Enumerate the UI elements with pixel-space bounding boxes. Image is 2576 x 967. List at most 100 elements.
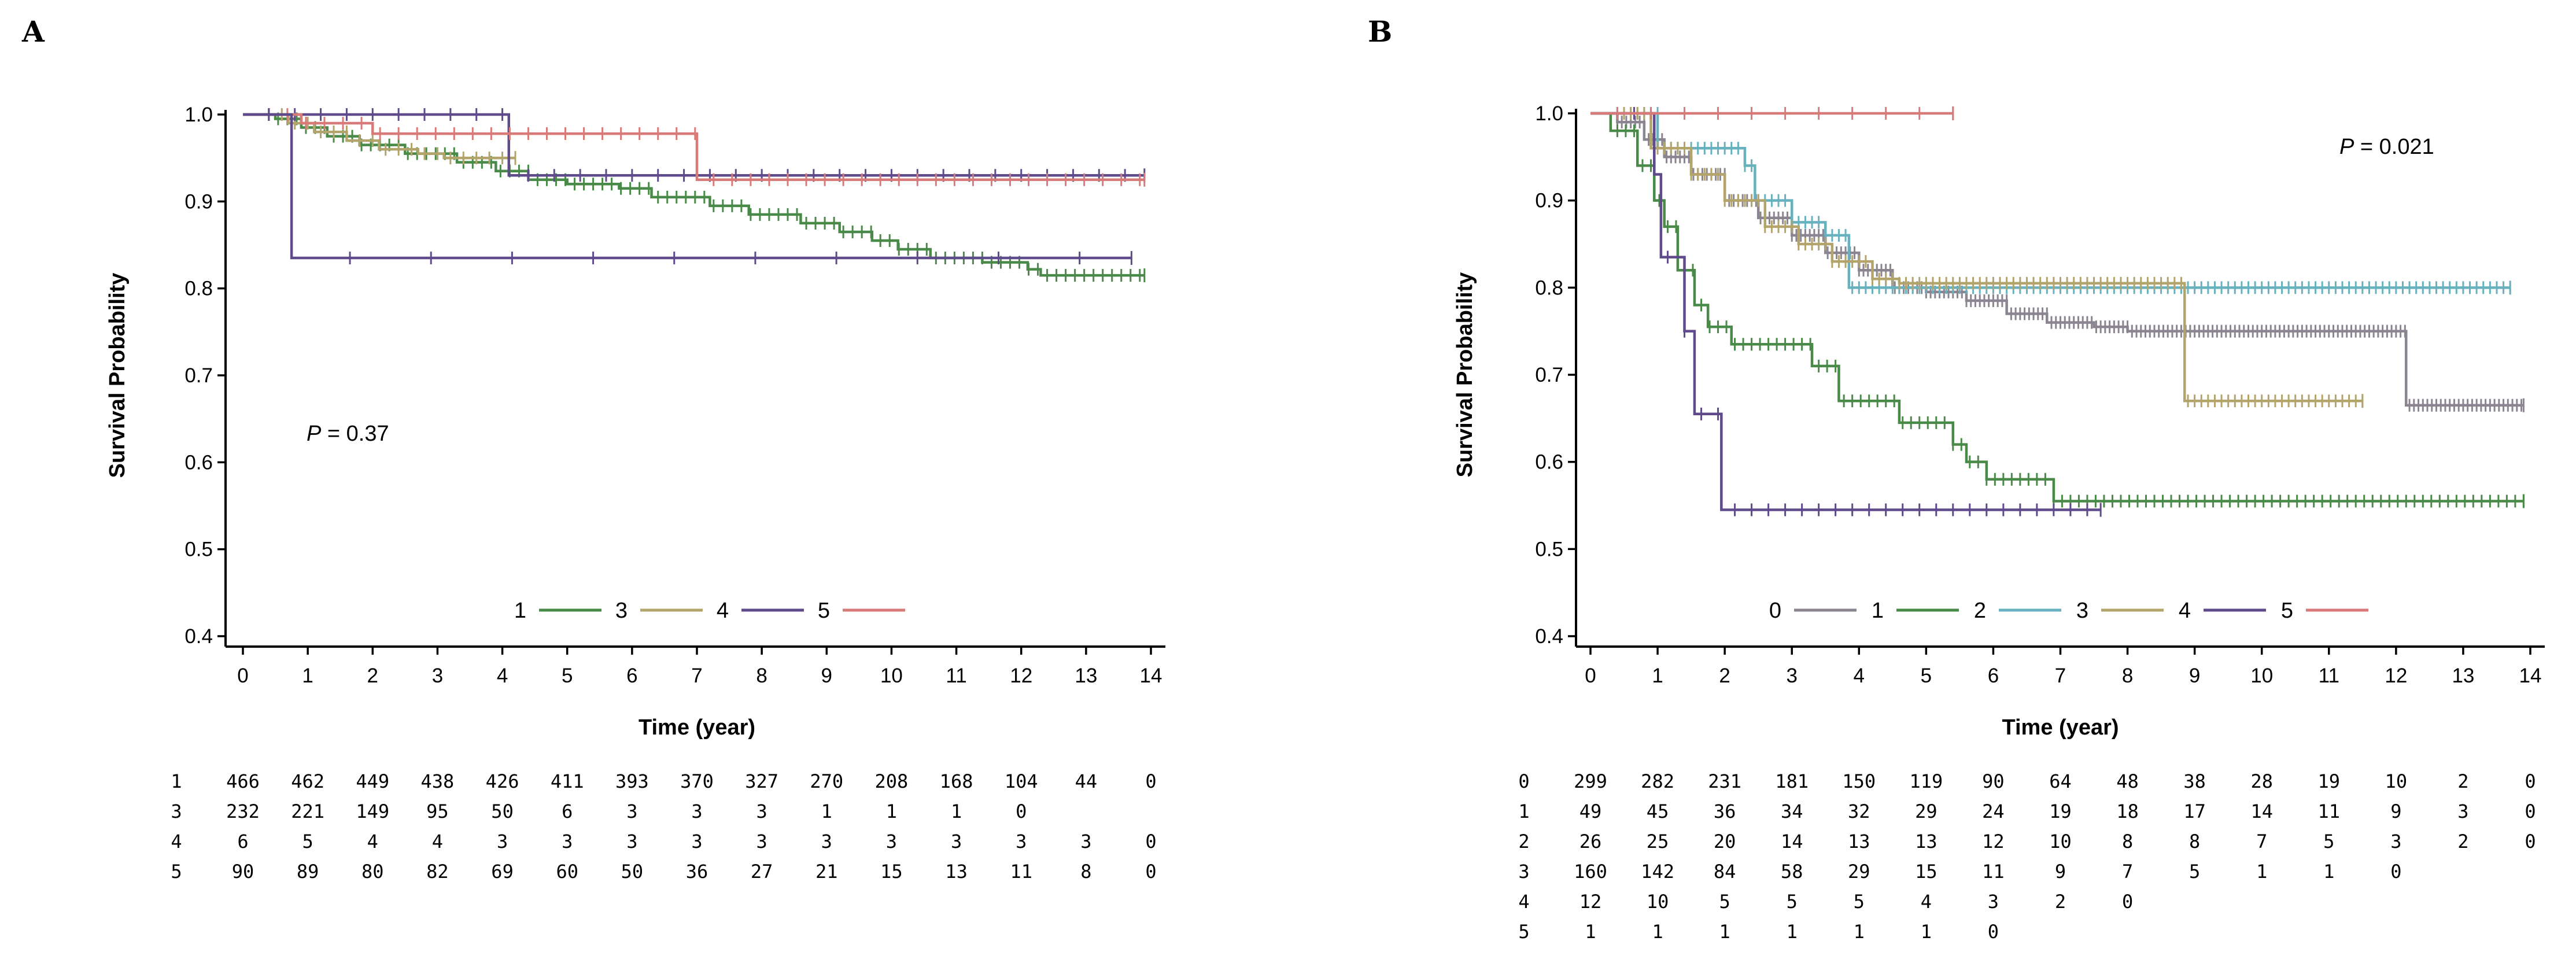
risk-count: 160	[1574, 861, 1607, 883]
risk-count: 15	[880, 861, 903, 883]
risk-count: 14	[1781, 831, 1803, 852]
km-curve-a-3	[243, 113, 1145, 181]
risk-count: 90	[232, 861, 254, 883]
risk-count: 13	[945, 861, 968, 883]
x-tick-label: 1	[302, 665, 313, 687]
risk-count: 95	[426, 800, 449, 822]
risk-count: 28	[2250, 770, 2273, 792]
risk-count: 12	[1579, 891, 1602, 913]
risk-count: 10	[2049, 831, 2072, 852]
y-tick-label: 0.5	[184, 538, 213, 561]
risk-count: 19	[2049, 800, 2072, 822]
x-tick-label: 13	[2452, 665, 2474, 687]
risk-count: 48	[2116, 770, 2139, 792]
x-tick-label: 6	[1988, 665, 1999, 687]
x-tick-label: 7	[2055, 665, 2066, 687]
risk-count: 6	[562, 800, 573, 822]
risk-count: 150	[1842, 770, 1876, 792]
risk-count: 1	[951, 800, 962, 822]
risk-count: 11	[1982, 861, 2005, 883]
risk-count: 82	[426, 861, 449, 883]
risk-count: 36	[686, 861, 708, 883]
risk-count: 3	[691, 800, 702, 822]
legend-label-5: 5	[818, 599, 830, 623]
risk-count: 2	[2457, 831, 2468, 852]
risk-count: 411	[551, 770, 584, 792]
risk-count: 5	[1719, 891, 1730, 913]
risk-group-label: 1	[1518, 800, 1529, 822]
risk-count: 13	[1848, 831, 1870, 852]
risk-group-label: 5	[1518, 921, 1529, 943]
risk-count: 1	[2323, 861, 2334, 883]
risk-count: 60	[556, 861, 578, 883]
y-tick-label: 0.8	[184, 278, 213, 300]
risk-count: 26	[1579, 831, 1602, 852]
risk-count: 34	[1781, 800, 1803, 822]
legend-label-1: 1	[1872, 599, 1884, 623]
risk-count: 0	[1145, 861, 1156, 883]
y-tick-label: 0.9	[184, 190, 213, 213]
legend-label-4: 4	[2179, 599, 2191, 623]
risk-count: 8	[2122, 831, 2133, 852]
risk-count: 181	[1775, 770, 1809, 792]
risk-count: 7	[2122, 861, 2133, 883]
risk-count: 327	[745, 770, 778, 792]
risk-count: 27	[751, 861, 773, 883]
x-tick-label: 6	[626, 665, 637, 687]
x-tick-label: 3	[1786, 665, 1797, 687]
risk-group-label: 3	[1518, 861, 1529, 883]
km-curve-a-0	[243, 113, 1145, 277]
risk-count: 1	[1585, 921, 1596, 943]
risk-group-label: 1	[171, 770, 182, 792]
risk-count: 0	[2390, 861, 2401, 883]
y-tick-label: 0.8	[1535, 276, 1563, 299]
p-value-b-symbol: P	[2339, 135, 2354, 159]
p-value-a: P = 0.37	[307, 422, 389, 446]
risk-count: 90	[1982, 770, 2005, 792]
risk-count: 5	[302, 831, 313, 852]
x-tick-label: 11	[946, 665, 966, 687]
risk-count: 231	[1708, 770, 1741, 792]
legend-label-3: 3	[615, 599, 628, 623]
risk-count: 149	[356, 800, 389, 822]
km-curve-a-2	[243, 113, 1145, 177]
risk-group-label: 2	[1518, 831, 1529, 852]
p-value-b: P = 0.021	[2339, 135, 2434, 159]
risk-count: 282	[1641, 770, 1674, 792]
risk-count: 3	[626, 800, 637, 822]
risk-count: 1	[2256, 861, 2267, 883]
risk-count: 393	[615, 770, 649, 792]
x-tick-label: 12	[1010, 665, 1032, 687]
risk-count: 17	[2183, 800, 2206, 822]
panel-a: A P = 0.37 0.40.50.60.70.80.91.00 1 2 3 4 5 6 7…	[21, 14, 1165, 883]
x-tick-label: 5	[1921, 665, 1932, 687]
risk-count: 0	[1016, 800, 1027, 822]
y-axis-title-a: Survival Probability	[105, 273, 130, 478]
p-value-a-text: = 0.37	[321, 422, 389, 446]
y-tick-label: 0.4	[184, 625, 213, 648]
risk-count: 19	[2318, 770, 2341, 792]
risk-count: 8	[2189, 831, 2200, 852]
risk-count: 58	[1781, 861, 1803, 883]
risk-count: 36	[1714, 800, 1736, 822]
risk-count: 3	[691, 831, 702, 852]
risk-count: 0	[1988, 921, 1999, 943]
risk-count: 1	[1787, 921, 1798, 943]
risk-count: 3	[821, 831, 832, 852]
risk-count: 5	[2323, 831, 2334, 852]
legend-label-4: 4	[717, 599, 729, 623]
risk-count: 0	[2525, 770, 2536, 792]
risk-count: 44	[1075, 770, 1098, 792]
y-tick-label: 1.0	[1535, 102, 1563, 125]
x-tick-label: 9	[821, 665, 832, 687]
risk-count: 1	[1652, 921, 1663, 943]
risk-count: 168	[940, 770, 973, 792]
risk-count: 466	[226, 770, 260, 792]
risk-count: 3	[1016, 831, 1027, 852]
risk-count: 18	[2116, 800, 2139, 822]
risk-count: 5	[1854, 891, 1865, 913]
risk-count: 3	[1988, 891, 1999, 913]
risk-count: 7	[2256, 831, 2267, 852]
km-curve-b-4	[1590, 112, 2101, 511]
risk-count: 1	[1719, 921, 1730, 943]
